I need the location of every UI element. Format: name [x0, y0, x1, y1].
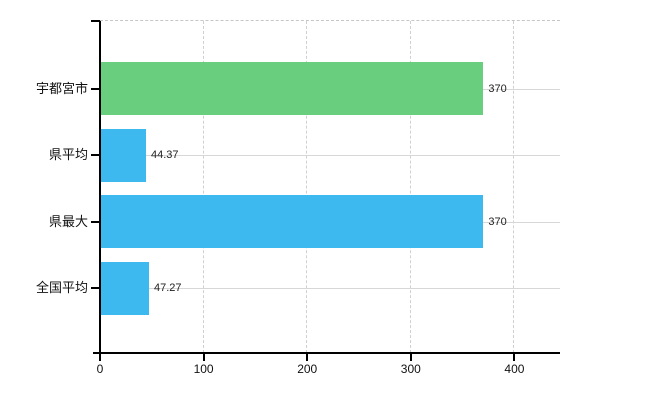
category-label: 宇都宮市	[35, 80, 88, 96]
x-axis-tick	[99, 352, 101, 361]
x-tick-label: 0	[96, 362, 104, 376]
x-gridline	[202, 21, 204, 353]
x-gridline	[513, 21, 515, 353]
x-gridline	[306, 21, 308, 353]
x-axis-tick	[513, 352, 516, 361]
x-axis-line	[93, 352, 560, 354]
x-axis-tick	[306, 352, 309, 361]
category-tick	[91, 87, 100, 90]
y-axis-top-tick	[91, 20, 100, 22]
category-tick	[91, 287, 100, 289]
x-tick-label: 300	[400, 362, 421, 376]
x-axis-tick	[202, 352, 205, 361]
category-label: 全国平均	[35, 280, 88, 295]
bar	[101, 128, 146, 182]
category-label: 県最大	[48, 213, 88, 229]
plot-top-border	[100, 20, 560, 21]
category-tick	[91, 154, 100, 156]
category-gridline	[100, 288, 560, 289]
x-axis-tick	[409, 352, 412, 361]
bar	[101, 195, 484, 248]
value-label: 370	[488, 215, 507, 228]
value-label: 370	[488, 82, 507, 95]
value-label: 44.37	[150, 149, 179, 161]
x-tick-label: 400	[504, 362, 525, 376]
category-label: 県平均	[48, 147, 88, 162]
value-label: 47.27	[153, 282, 182, 294]
bar	[101, 62, 484, 115]
x-tick-label: 200	[297, 362, 318, 376]
category-tick	[91, 220, 100, 223]
x-gridline	[409, 21, 411, 353]
x-tick-label: 100	[193, 362, 214, 376]
y-axis-line	[99, 21, 101, 354]
bar	[101, 261, 149, 315]
category-gridline	[100, 155, 560, 156]
